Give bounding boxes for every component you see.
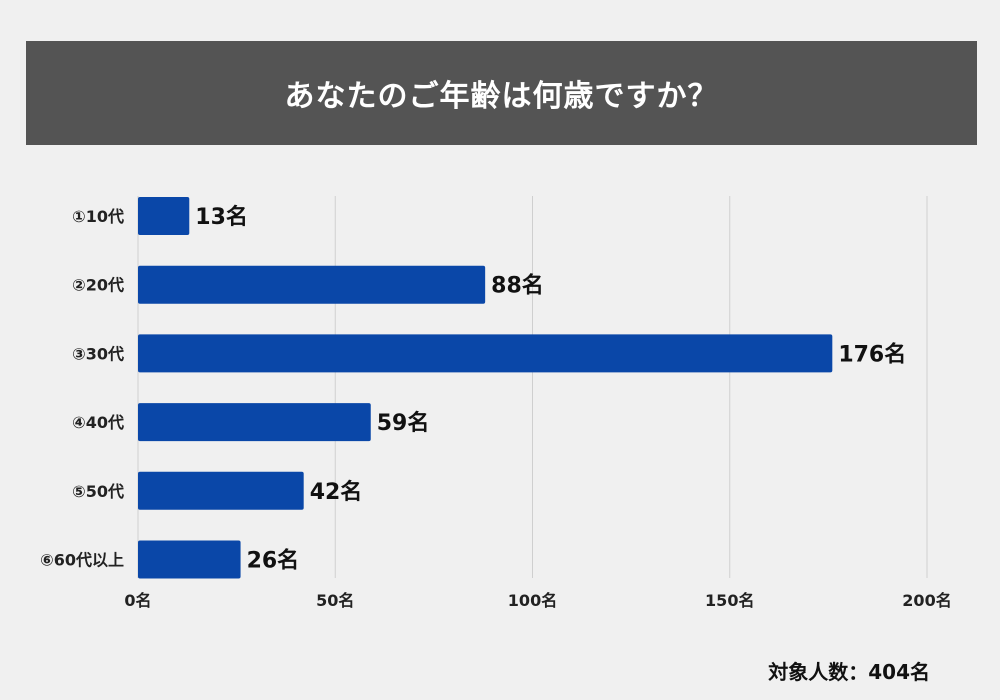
bar-4 [138,403,371,442]
category-label-6: ⑥60代以上 [40,551,124,570]
x-tick-label-200: 200名 [902,591,951,610]
x-tick-label-100: 100名 [508,591,557,610]
chart-title: あなたのご年齢は何歳ですか？ [284,79,719,114]
x-tick-label-0: 0名 [124,591,151,610]
value-label-5: 42名 [310,479,363,505]
bar-6 [138,540,241,579]
value-label-2: 88名 [491,273,544,299]
bar-3 [138,334,833,373]
respondent-count: 対象人数：404名 [768,660,930,684]
bar-1 [138,197,190,235]
category-label-1: ①10代 [72,207,124,226]
x-tick-label-150: 150名 [705,591,754,610]
bar-2 [138,265,486,304]
category-label-4: ④40代 [72,413,124,432]
value-label-6: 26名 [247,548,300,574]
bar-chart: 0名 50名 100名 150名 200名 ①10代 13名 ②20代 88名 ③30代 176名 ④… [40,196,952,610]
category-label-2: ②20代 [72,276,124,295]
chart-title-banner: あなたのご年齢は何歳ですか？ [26,41,977,145]
value-label-3: 176名 [838,341,906,367]
value-label-4: 59名 [377,410,430,436]
bar-5 [138,471,304,510]
x-tick-label-50: 50名 [316,591,354,610]
category-label-5: ⑤50代 [72,482,124,501]
value-label-1: 13名 [195,204,248,230]
category-label-3: ③30代 [72,344,124,363]
